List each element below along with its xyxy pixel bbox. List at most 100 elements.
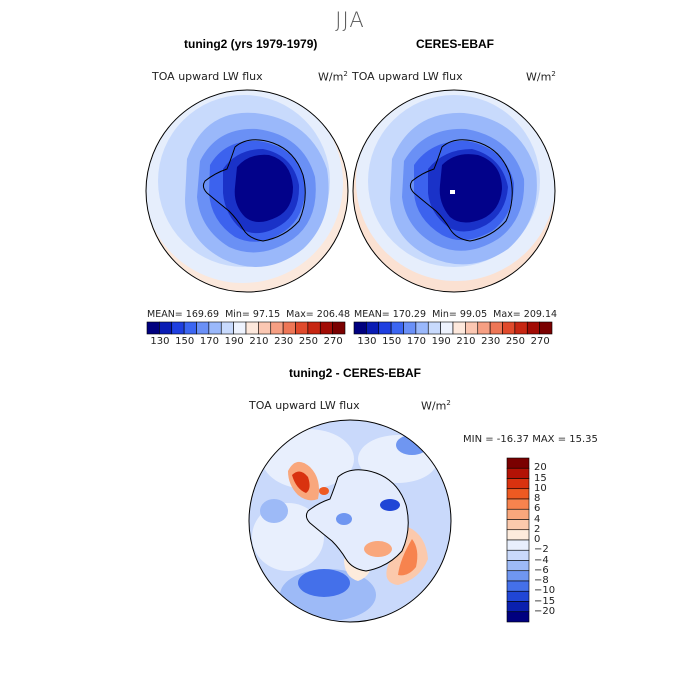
colorbar-swatch [465, 321, 479, 335]
panel-1-colorbar-ticks: 130 150 170 190 210 230 250 270 [147, 336, 345, 350]
colorbar-swatch [440, 321, 454, 335]
diff-colorbar-tick-label: −10 [534, 585, 556, 597]
panel-2-map [352, 89, 556, 293]
diff-contour-patch [298, 569, 350, 597]
diff-minmax-label: MIN = -16.37 MAX = 15.35 [463, 434, 598, 445]
colorbar-swatch [489, 321, 503, 335]
diff-colorbar-swatch [506, 467, 530, 479]
colorbar-swatch [415, 321, 429, 335]
colorbar-tick-label: 250 [298, 336, 318, 347]
diff-contour-patch [398, 539, 418, 576]
colorbar-swatch [196, 321, 210, 335]
contour-band [439, 154, 502, 223]
colorbar-swatch [171, 321, 185, 335]
map-boundary [145, 89, 349, 293]
colorbar-tick-label: 230 [481, 336, 501, 347]
diff-colorbar-swatch [506, 570, 530, 582]
diff-colorbar-swatch [506, 601, 530, 613]
diff-contour-patch [292, 471, 310, 493]
diff-colorbar-tick-label: 10 [534, 482, 547, 494]
map-boundary [352, 89, 556, 293]
colorbar-swatch [282, 321, 296, 335]
colorbar-tick-label: 150 [382, 336, 402, 347]
map-boundary [248, 419, 452, 623]
diff-colorbar [506, 457, 530, 623]
colorbar-swatch [452, 321, 466, 335]
colorbar-tick-label: 270 [530, 336, 550, 347]
colorbar-swatch [233, 321, 247, 335]
antarctica-coastline [305, 469, 409, 572]
diff-contour-patch [260, 499, 288, 523]
colorbar-swatch [526, 321, 540, 335]
panel-2-colorbar [353, 321, 553, 335]
diff-colorbar-swatch [506, 488, 530, 500]
colorbar-swatch [295, 321, 309, 335]
colorbar-swatch [220, 321, 234, 335]
panel-1-variable-label: TOA upward LW flux [152, 70, 263, 83]
diff-colorbar-tick-label: −4 [534, 554, 549, 566]
diff-colorbar-tick-label: 4 [534, 513, 541, 525]
colorbar-swatch [332, 321, 346, 335]
diff-colorbar-tick-label: 15 [534, 472, 547, 484]
diff-contour-patch [364, 541, 392, 557]
diff-colorbar-tick-label: 8 [534, 493, 541, 504]
diff-contour-patch [319, 487, 329, 495]
panel-2-title: CERES-EBAF [416, 37, 495, 51]
diff-colorbar-tick-label: 20 [534, 462, 547, 474]
antarctica-coastline [202, 139, 306, 242]
colorbar-swatch [378, 321, 392, 335]
diff-colorbar-swatch [506, 519, 530, 531]
season-title: JJA [335, 8, 365, 32]
panel-2-units: W/m2 [526, 70, 556, 84]
colorbar-swatch [366, 321, 380, 335]
diff-colorbar-tick-label: 0 [534, 534, 541, 545]
diff-colorbar-tick-label: −6 [534, 564, 549, 576]
diff-colorbar-swatch [506, 498, 530, 510]
colorbar-swatch [319, 321, 333, 335]
colorbar-tick-label: 190 [224, 336, 244, 347]
diff-colorbar-swatch [506, 508, 530, 520]
colorbar-swatch [159, 321, 173, 335]
colorbar-swatch [183, 321, 197, 335]
diff-colorbar-tick-label: 6 [534, 503, 541, 515]
contour-band [234, 154, 293, 222]
panel-2-variable-label: TOA upward LW flux [352, 70, 463, 83]
diff-contour-patch [336, 513, 352, 525]
diff-colorbar-tick-label: −2 [534, 544, 549, 556]
missing-data-patch [450, 190, 455, 194]
antarctica-coastline [409, 139, 513, 242]
panel-1-title: tuning2 (yrs 1979-1979) [184, 37, 318, 51]
diff-colorbar-swatch [506, 611, 530, 623]
diff-colorbar-swatch [506, 560, 530, 572]
diff-panel-title: tuning2 - CERES-EBAF [289, 366, 421, 380]
diff-colorbar-swatch [506, 549, 530, 561]
colorbar-tick-label: 190 [431, 336, 451, 347]
diff-map [248, 419, 452, 623]
colorbar-swatch [258, 321, 272, 335]
colorbar-tick-label: 150 [175, 336, 195, 347]
colorbar-swatch [208, 321, 222, 335]
diff-colorbar-swatch [506, 580, 530, 592]
panel-1-units: W/m2 [318, 70, 348, 84]
diff-colorbar-swatch [506, 478, 530, 490]
panel-1-stats: MEAN= 169.69 Min= 97.15 Max= 206.48 [147, 309, 351, 320]
colorbar-swatch [270, 321, 284, 335]
colorbar-swatch [477, 321, 491, 335]
diff-colorbar-ticks: 20 15 10 8 6 4 2 0 −2 −4 −6 −8 −10 −15 −20 [534, 458, 574, 622]
colorbar-swatch [539, 321, 553, 335]
panel-1-colorbar [146, 321, 346, 335]
colorbar-swatch [403, 321, 417, 335]
colorbar-tick-label: 270 [323, 336, 343, 347]
colorbar-tick-label: 210 [456, 336, 476, 347]
colorbar-swatch [146, 321, 160, 335]
panel-2-colorbar-ticks: 130 150 170 190 210 230 250 270 [354, 336, 552, 350]
panel-1-map [145, 89, 349, 293]
diff-panel-variable-label: TOA upward LW flux [249, 399, 360, 412]
panel-2-stats: MEAN= 170.29 Min= 99.05 Max= 209.14 [354, 309, 558, 320]
diff-colorbar-swatch [506, 529, 530, 541]
colorbar-tick-label: 170 [199, 336, 219, 347]
colorbar-tick-label: 230 [274, 336, 294, 347]
colorbar-swatch [390, 321, 404, 335]
colorbar-swatch [502, 321, 516, 335]
colorbar-swatch [514, 321, 528, 335]
